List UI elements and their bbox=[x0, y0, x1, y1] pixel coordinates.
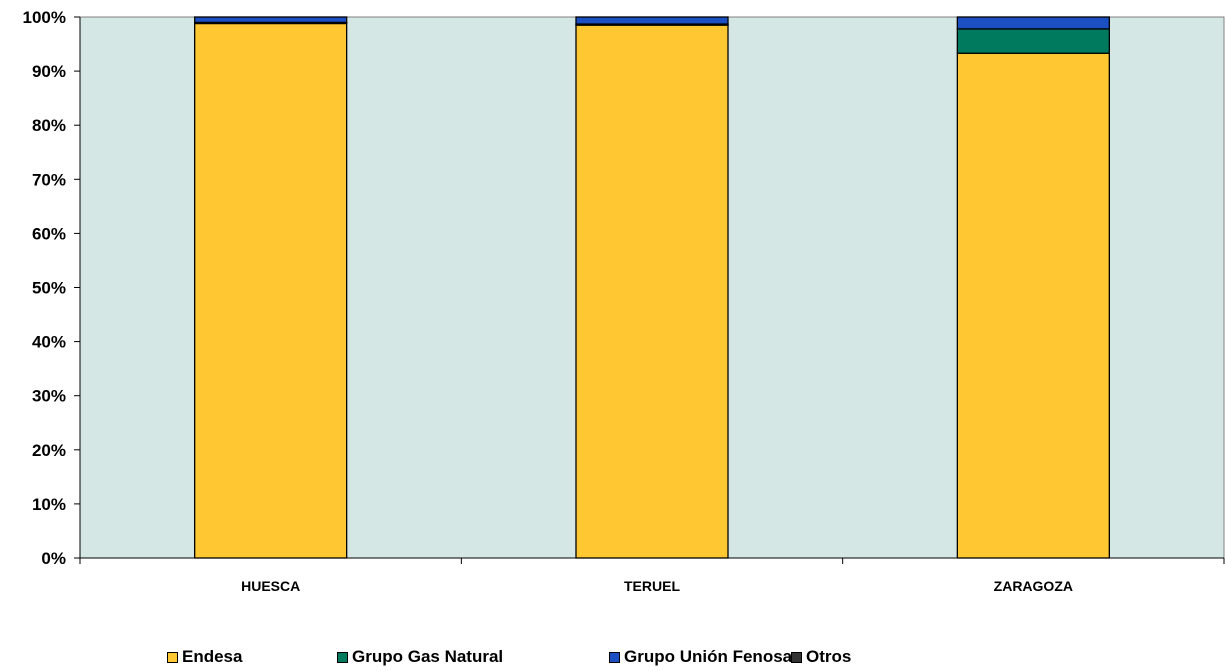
legend: Endesa Grupo Gas Natural Grupo Unión Fenos… bbox=[0, 645, 1225, 669]
y-tick-label: 80% bbox=[32, 116, 66, 135]
bar-segment-endesa bbox=[956, 52, 1110, 559]
legend-label: Grupo Gas Natural bbox=[352, 647, 504, 666]
y-tick-label: 60% bbox=[32, 224, 66, 243]
bar-segment-grupo-gas-natural bbox=[956, 28, 1110, 54]
bar-segment-endesa bbox=[575, 24, 729, 559]
x-category-label: ZARAGOZA bbox=[994, 578, 1073, 594]
bar-group bbox=[194, 16, 1110, 559]
bar-segment-grupo-uni-n-fenosa bbox=[194, 16, 348, 24]
y-tick-label: 90% bbox=[32, 62, 66, 81]
y-tick-label: 40% bbox=[32, 333, 66, 352]
y-tick-label: 100% bbox=[23, 8, 66, 27]
legend-label: Grupo Unión Fenosa bbox=[624, 647, 793, 666]
y-axis-ticks: 0% 10% 20% 30% 40% 50% 60% 70% 80% 90% 100% bbox=[23, 8, 80, 568]
legend-item: Grupo Unión Fenosa bbox=[609, 645, 792, 669]
y-tick-label: 70% bbox=[32, 170, 66, 189]
legend-swatch bbox=[609, 651, 620, 663]
y-tick-label: 10% bbox=[32, 495, 66, 514]
legend-swatch bbox=[337, 651, 348, 663]
x-axis-ticks: HUESCA TERUEL ZARAGOZA bbox=[79, 558, 1225, 594]
bar-segment-endesa bbox=[194, 22, 348, 559]
legend-label: Otros bbox=[806, 647, 852, 666]
y-tick-label: 0% bbox=[41, 549, 66, 568]
legend-item: Otros bbox=[791, 645, 851, 669]
bar-segment-grupo-uni-n-fenosa bbox=[956, 16, 1110, 30]
x-category-label: HUESCA bbox=[241, 578, 300, 594]
legend-swatch bbox=[167, 651, 178, 663]
legend-item: Grupo Gas Natural bbox=[337, 645, 503, 669]
y-tick-label: 50% bbox=[32, 279, 66, 298]
legend-label: Endesa bbox=[182, 647, 243, 666]
y-tick-label: 20% bbox=[32, 441, 66, 460]
x-category-label: TERUEL bbox=[624, 578, 680, 594]
legend-swatch bbox=[791, 651, 802, 663]
bar-segment-grupo-uni-n-fenosa bbox=[575, 16, 729, 25]
y-tick-label: 30% bbox=[32, 387, 66, 406]
legend-item: Endesa bbox=[167, 645, 242, 669]
